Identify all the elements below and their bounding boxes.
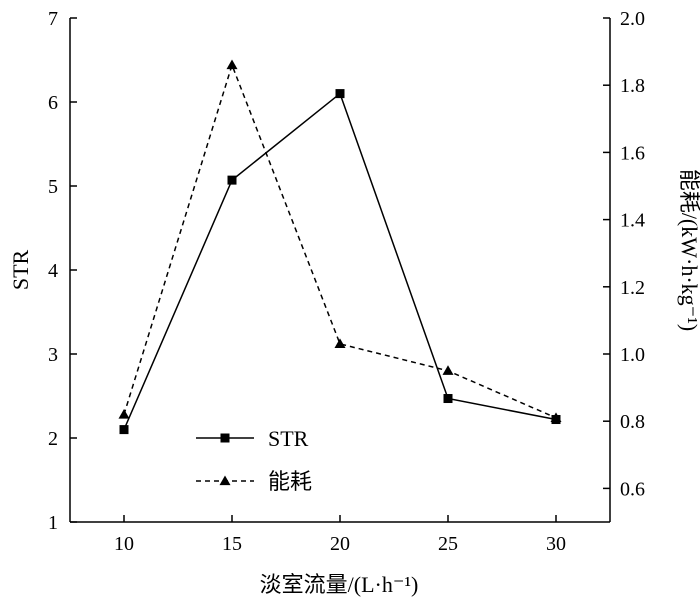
series-line-1 — [123, 62, 557, 419]
x-axis-ticks: 10 15 20 25 30 — [114, 515, 566, 555]
left-tick-label: 7 — [48, 8, 58, 30]
left-tick-label: 3 — [48, 344, 58, 366]
left-tick-label: 4 — [48, 260, 58, 282]
data-point-triangle — [118, 408, 130, 419]
legend-label-1: 能耗 — [268, 469, 312, 494]
right-axis-ticks: 0.6 0.8 1.0 1.2 1.4 1.6 1.8 2.0 — [603, 8, 645, 500]
data-point-square — [335, 89, 345, 99]
legend-marker-square — [220, 433, 230, 443]
left-tick-label: 1 — [48, 512, 58, 534]
legend-marker-triangle — [219, 475, 231, 486]
right-axis-title: 能耗/(kW·h·kg⁻¹) — [677, 169, 700, 331]
left-tick-label: 6 — [48, 92, 58, 114]
right-tick-label: 0.6 — [620, 478, 645, 500]
x-tick-label: 15 — [222, 533, 242, 555]
x-tick-label: 10 — [114, 533, 134, 555]
data-point-square — [443, 394, 453, 404]
legend: STR 能耗 — [196, 426, 312, 494]
series-line-0 — [123, 92, 557, 430]
right-tick-label: 1.6 — [620, 142, 645, 164]
data-point-triangle — [442, 365, 454, 375]
x-tick-label: 30 — [546, 533, 566, 555]
data-point-triangle — [334, 338, 346, 349]
x-tick-label: 25 — [438, 533, 458, 555]
left-tick-label: 5 — [48, 176, 58, 198]
left-tick-label: 2 — [48, 428, 58, 450]
series-group — [118, 59, 562, 435]
left-axis-title: STR — [8, 250, 33, 291]
data-point-triangle — [226, 59, 238, 70]
right-tick-label: 0.8 — [620, 411, 645, 433]
data-point-square — [119, 425, 129, 435]
data-point-triangle — [550, 412, 562, 422]
right-tick-label: 1.0 — [620, 344, 645, 366]
x-tick-label: 20 — [330, 533, 350, 555]
right-tick-label: 2.0 — [620, 8, 645, 30]
left-axis-ticks: 1 2 3 4 5 6 7 — [48, 8, 77, 534]
right-tick-label: 1.4 — [620, 210, 645, 232]
legend-label-0: STR — [268, 426, 309, 451]
data-point-square — [227, 175, 237, 185]
right-tick-label: 1.2 — [620, 277, 645, 299]
x-axis-title: 淡室流量/(L·h⁻¹) — [260, 572, 419, 597]
right-tick-label: 1.8 — [620, 75, 645, 97]
